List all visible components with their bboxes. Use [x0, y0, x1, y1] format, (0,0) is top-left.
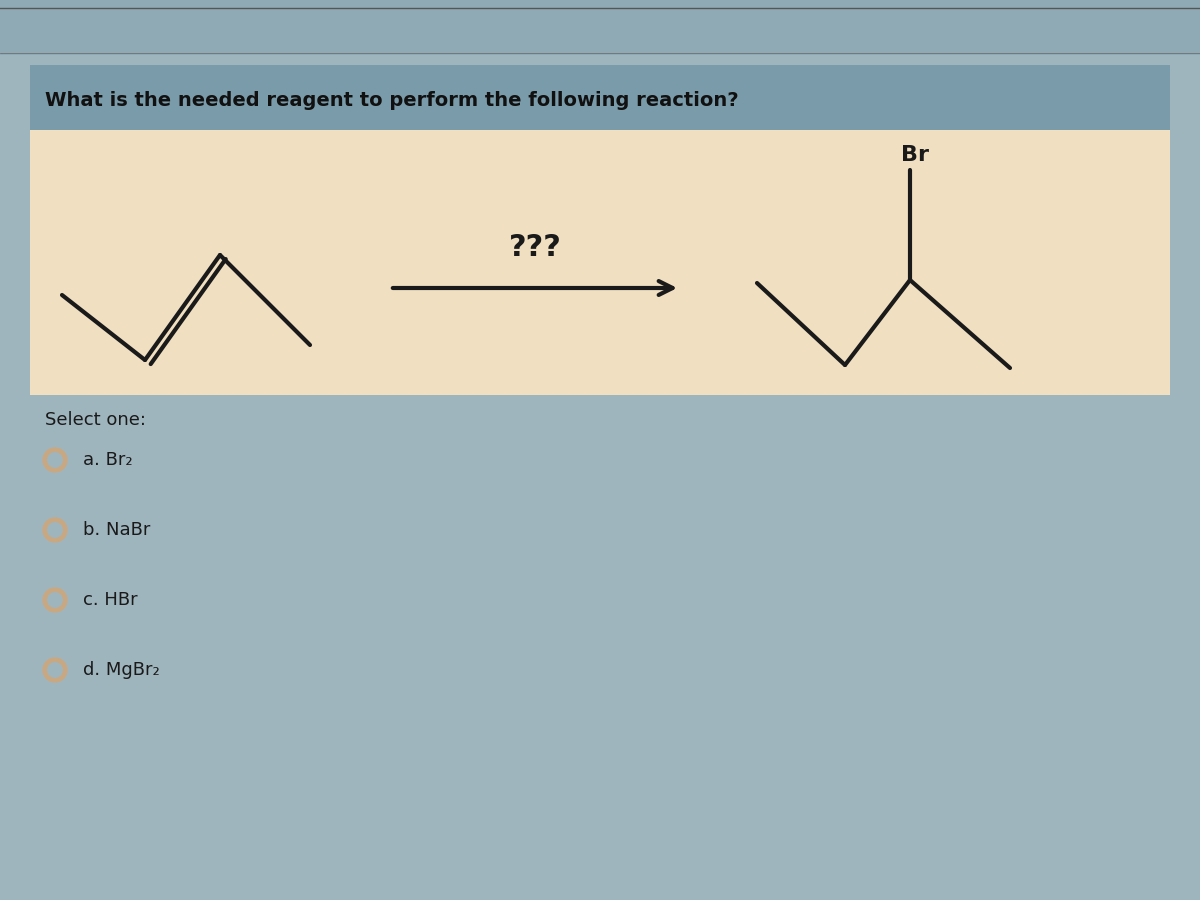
Circle shape: [43, 448, 67, 472]
Text: Br: Br: [901, 145, 929, 165]
Text: a. Br₂: a. Br₂: [83, 451, 133, 469]
Text: b. NaBr: b. NaBr: [83, 521, 150, 539]
Text: Select one:: Select one:: [46, 411, 146, 429]
Circle shape: [48, 593, 62, 608]
Text: d. MgBr₂: d. MgBr₂: [83, 661, 160, 679]
Bar: [30, 130, 1170, 395]
Bar: [30, 65, 1170, 130]
Text: What is the needed reagent to perform the following reaction?: What is the needed reagent to perform th…: [46, 91, 739, 110]
Text: c. HBr: c. HBr: [83, 591, 138, 609]
Text: ???: ???: [509, 233, 562, 263]
Bar: [0, 0, 1200, 55]
Circle shape: [48, 662, 62, 677]
Circle shape: [48, 523, 62, 537]
Circle shape: [43, 658, 67, 682]
Circle shape: [43, 518, 67, 542]
Circle shape: [48, 453, 62, 467]
Circle shape: [43, 588, 67, 612]
